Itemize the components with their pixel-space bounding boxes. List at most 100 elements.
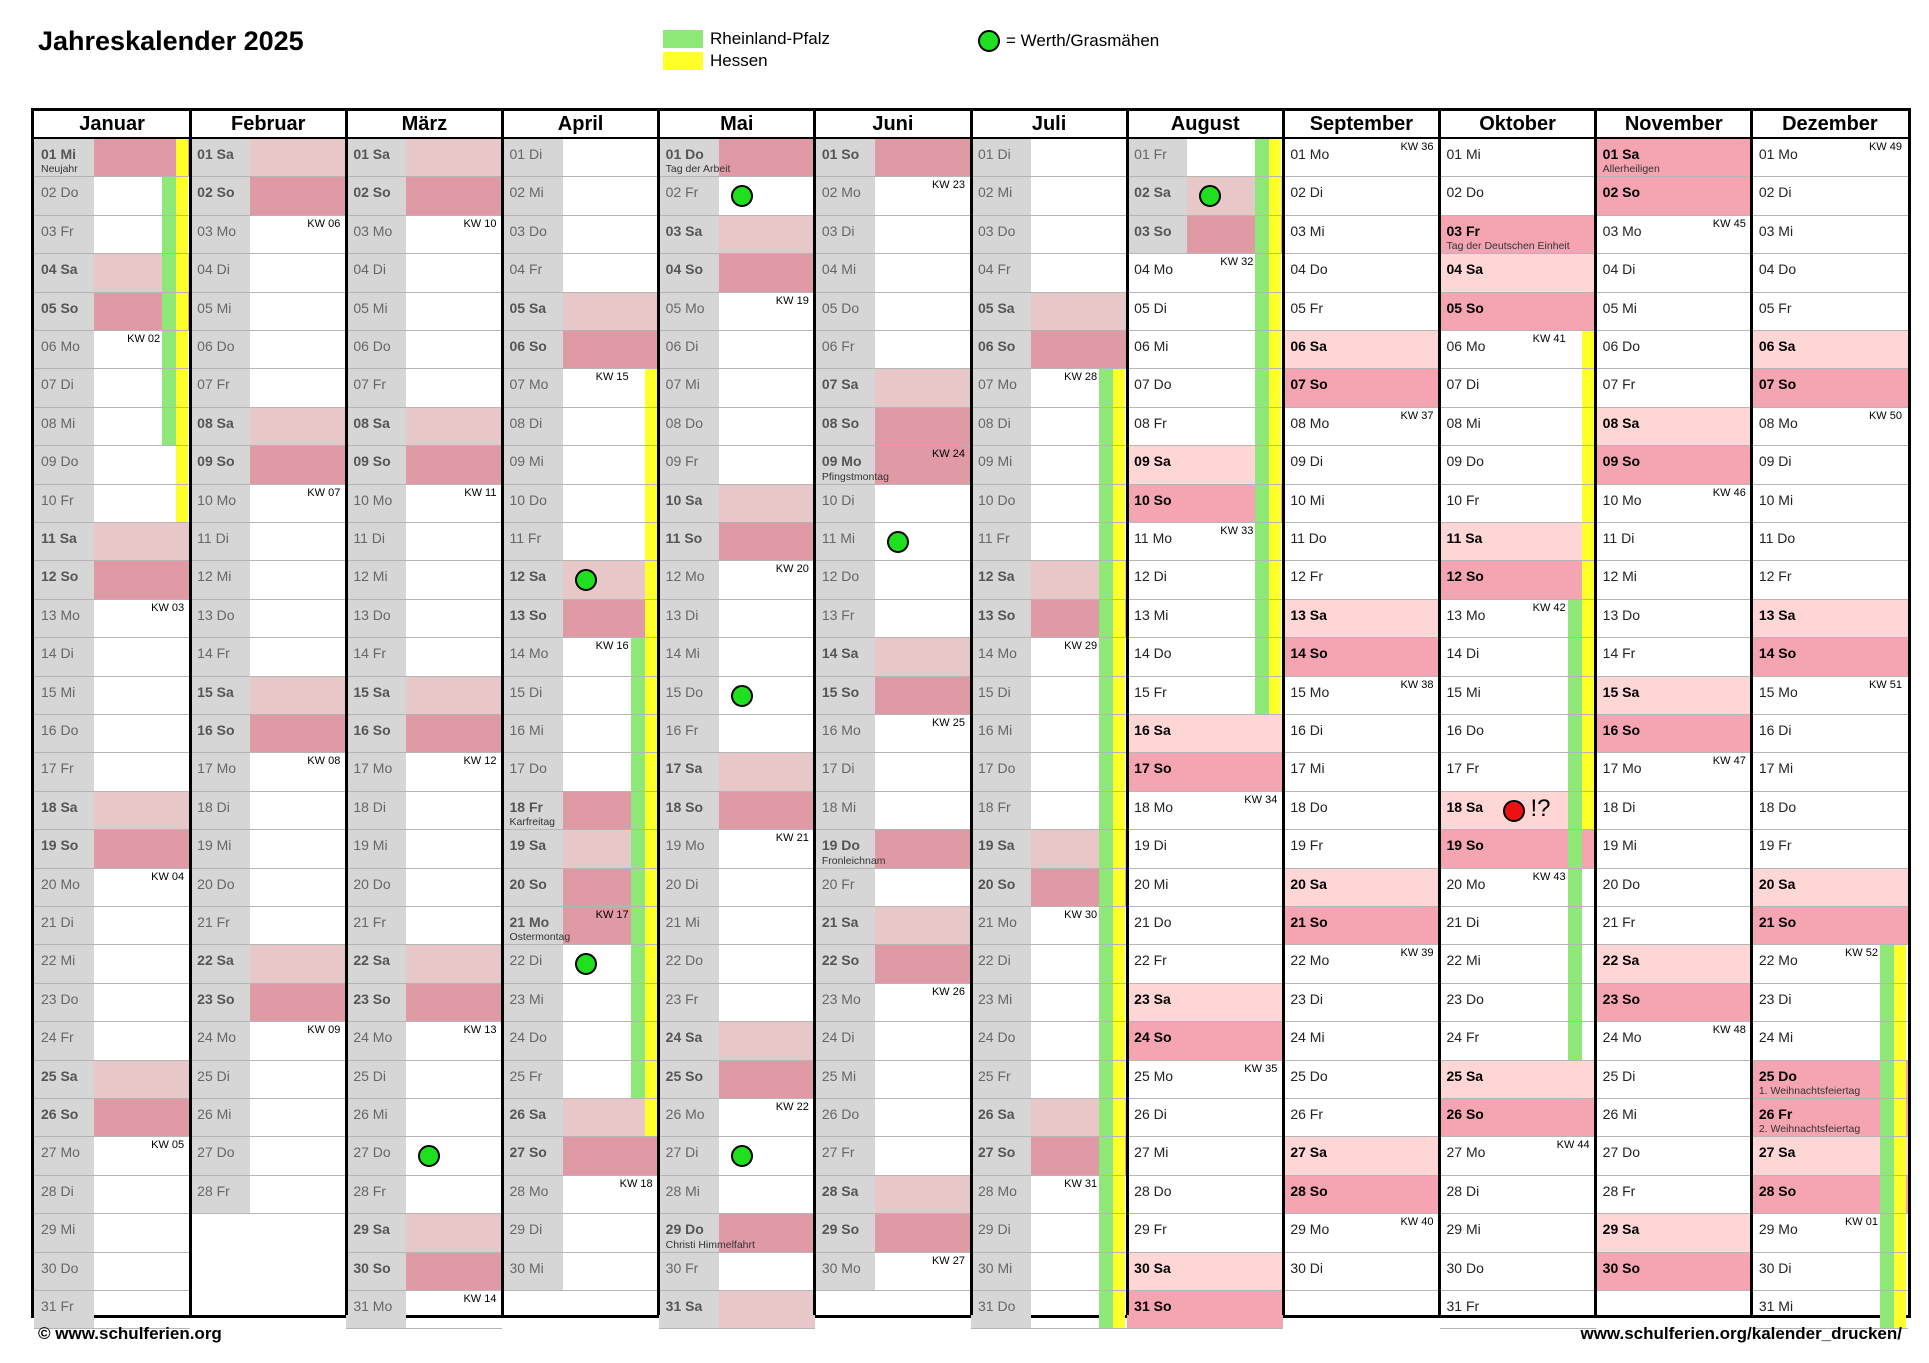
day-cell[interactable]: 17 Do xyxy=(502,753,659,792)
day-cell[interactable]: 16 Di xyxy=(1751,715,1908,754)
day-cell[interactable]: 07 Mo KW 15 xyxy=(502,369,659,408)
day-cell[interactable]: 23 Di xyxy=(1283,984,1440,1023)
day-cell[interactable]: 03 Di xyxy=(814,215,971,255)
day-cell[interactable]: 18 So xyxy=(658,791,815,831)
day-cell[interactable]: 29 Mi xyxy=(1439,1214,1596,1253)
day-cell[interactable]: 29 Do Christi Himmelfahrt xyxy=(658,1214,815,1253)
day-cell[interactable]: 27 Sa xyxy=(1751,1137,1908,1176)
day-cell[interactable]: 08 Di xyxy=(971,407,1128,447)
day-cell[interactable]: 28 Mo KW 18 xyxy=(502,1175,659,1215)
day-cell[interactable]: 22 Di xyxy=(502,945,659,984)
day-cell[interactable]: 07 Fr xyxy=(346,369,503,408)
day-cell[interactable]: 22 Mi xyxy=(1439,945,1596,984)
day-cell[interactable]: 05 So xyxy=(34,292,191,331)
day-cell[interactable]: 01 Mo KW 49 xyxy=(1751,139,1908,178)
day-cell[interactable]: 06 So xyxy=(502,331,659,370)
day-cell[interactable]: 07 So xyxy=(1751,369,1908,408)
day-cell[interactable]: 19 Di xyxy=(1127,830,1284,869)
day-cell[interactable]: 21 Mo Ostermontag KW 17 xyxy=(502,907,659,946)
day-cell[interactable]: 02 Mi xyxy=(502,177,659,216)
day-cell[interactable]: 12 Fr xyxy=(1751,561,1908,600)
day-cell[interactable]: 23 Do xyxy=(1439,983,1596,1023)
day-cell[interactable]: 21 Fr xyxy=(346,907,503,946)
day-cell[interactable]: 18 Sa xyxy=(34,791,191,831)
day-cell[interactable]: 30 Sa xyxy=(1127,1252,1284,1291)
day-cell[interactable]: 25 Mo KW 35 xyxy=(1127,1061,1284,1099)
day-cell[interactable]: 06 So xyxy=(971,331,1128,370)
day-cell[interactable]: 08 Mo KW 50 xyxy=(1751,408,1908,447)
day-cell[interactable]: 10 Mo KW 07 xyxy=(190,484,347,523)
day-cell[interactable]: 28 Fr xyxy=(190,1175,347,1215)
day-cell[interactable]: 26 Mi xyxy=(1595,1099,1752,1138)
day-cell[interactable]: 07 Mo KW 28 xyxy=(971,369,1128,408)
day-cell[interactable]: 17 Sa xyxy=(658,753,815,792)
day-cell[interactable]: 20 Mo KW 04 xyxy=(34,868,191,907)
day-cell[interactable]: 11 Mo KW 33 xyxy=(1127,523,1284,562)
day-cell[interactable]: 20 Do xyxy=(190,868,347,907)
day-cell[interactable]: 08 Fr xyxy=(1127,407,1284,447)
day-cell[interactable]: 11 Sa xyxy=(34,523,191,562)
day-cell[interactable]: 04 Do xyxy=(1283,254,1440,293)
day-cell[interactable]: 14 Di xyxy=(1439,638,1596,677)
day-cell[interactable]: 05 Fr xyxy=(1751,293,1908,331)
day-cell[interactable]: 24 So xyxy=(1127,1022,1284,1061)
day-cell[interactable]: 16 Do xyxy=(34,715,191,754)
day-cell[interactable]: 28 Fr xyxy=(1595,1176,1752,1215)
day-cell[interactable]: 08 Sa xyxy=(346,407,503,447)
day-cell[interactable]: 23 Do xyxy=(34,983,191,1023)
day-cell[interactable]: 15 So xyxy=(814,676,971,715)
day-cell[interactable]: 13 Sa xyxy=(1751,599,1908,639)
day-cell[interactable]: 26 Mi xyxy=(190,1099,347,1138)
day-cell[interactable]: 05 Mi xyxy=(190,292,347,331)
day-cell[interactable]: 19 Sa xyxy=(502,830,659,869)
day-cell[interactable]: 29 So xyxy=(814,1214,971,1253)
day-cell[interactable]: 25 Di xyxy=(1595,1061,1752,1099)
day-cell[interactable]: 13 Mi xyxy=(1127,599,1284,639)
day-cell[interactable]: 11 Mi xyxy=(814,523,971,562)
day-cell[interactable]: 21 Do xyxy=(1127,907,1284,946)
day-cell[interactable]: 02 So xyxy=(346,177,503,216)
day-cell[interactable]: 10 Fr xyxy=(1439,484,1596,523)
day-cell[interactable]: 02 Di xyxy=(1283,177,1440,216)
day-cell[interactable]: 03 Sa xyxy=(658,215,815,255)
day-cell[interactable]: 14 So xyxy=(1751,638,1908,677)
day-cell[interactable]: 17 Mi xyxy=(1283,753,1440,792)
day-cell[interactable]: 08 Mi xyxy=(1439,407,1596,447)
day-cell[interactable]: 04 Do xyxy=(1751,254,1908,293)
day-cell[interactable]: 04 Di xyxy=(190,254,347,293)
day-cell[interactable]: 26 Fr xyxy=(1283,1099,1440,1138)
day-cell[interactable]: 28 So xyxy=(1751,1175,1908,1215)
day-cell[interactable]: 17 Mo KW 12 xyxy=(346,753,503,792)
day-cell[interactable]: 13 Di xyxy=(658,599,815,639)
day-cell[interactable]: 03 Mo KW 45 xyxy=(1595,216,1752,255)
day-cell[interactable]: 02 Di xyxy=(1751,177,1908,216)
day-cell[interactable]: 02 Fr xyxy=(658,177,815,216)
day-cell[interactable]: 01 Di xyxy=(502,139,659,178)
day-cell[interactable]: 08 So xyxy=(814,407,971,447)
day-cell[interactable]: 22 Fr xyxy=(1127,945,1284,984)
day-cell[interactable]: 26 Mo KW 22 xyxy=(658,1099,815,1138)
day-cell[interactable]: 24 Di xyxy=(814,1022,971,1061)
day-cell[interactable]: 26 Mi xyxy=(346,1099,503,1138)
day-cell[interactable]: 20 Fr xyxy=(814,868,971,907)
day-cell[interactable]: 18 Sa!? xyxy=(1439,791,1596,831)
day-cell[interactable]: 30 So xyxy=(346,1252,503,1291)
day-cell[interactable]: 23 Mi xyxy=(502,983,659,1023)
day-cell[interactable]: 05 So xyxy=(1439,292,1596,331)
day-cell[interactable]: 19 Mo KW 21 xyxy=(658,830,815,869)
day-cell[interactable]: 20 So xyxy=(502,868,659,907)
day-cell[interactable]: 18 Fr Karfreitag xyxy=(502,791,659,831)
day-cell[interactable]: 06 Mo KW 02 xyxy=(34,331,191,370)
day-cell[interactable]: 02 Do xyxy=(1439,177,1596,216)
day-cell[interactable]: 02 So xyxy=(1595,177,1752,216)
day-cell[interactable]: 20 Mi xyxy=(1127,869,1284,907)
day-cell[interactable]: 18 Fr xyxy=(971,791,1128,831)
day-cell[interactable]: 19 So xyxy=(1439,830,1596,869)
day-cell[interactable]: 12 So xyxy=(34,561,191,600)
day-cell[interactable]: 06 Sa xyxy=(1283,331,1440,370)
day-cell[interactable]: 15 Fr xyxy=(1127,676,1284,715)
day-cell[interactable]: 04 So xyxy=(658,254,815,293)
day-cell[interactable]: 01 Mo KW 36 xyxy=(1283,139,1440,178)
day-cell[interactable]: 01 Di xyxy=(971,139,1128,178)
day-cell[interactable]: 17 Do xyxy=(971,753,1128,792)
